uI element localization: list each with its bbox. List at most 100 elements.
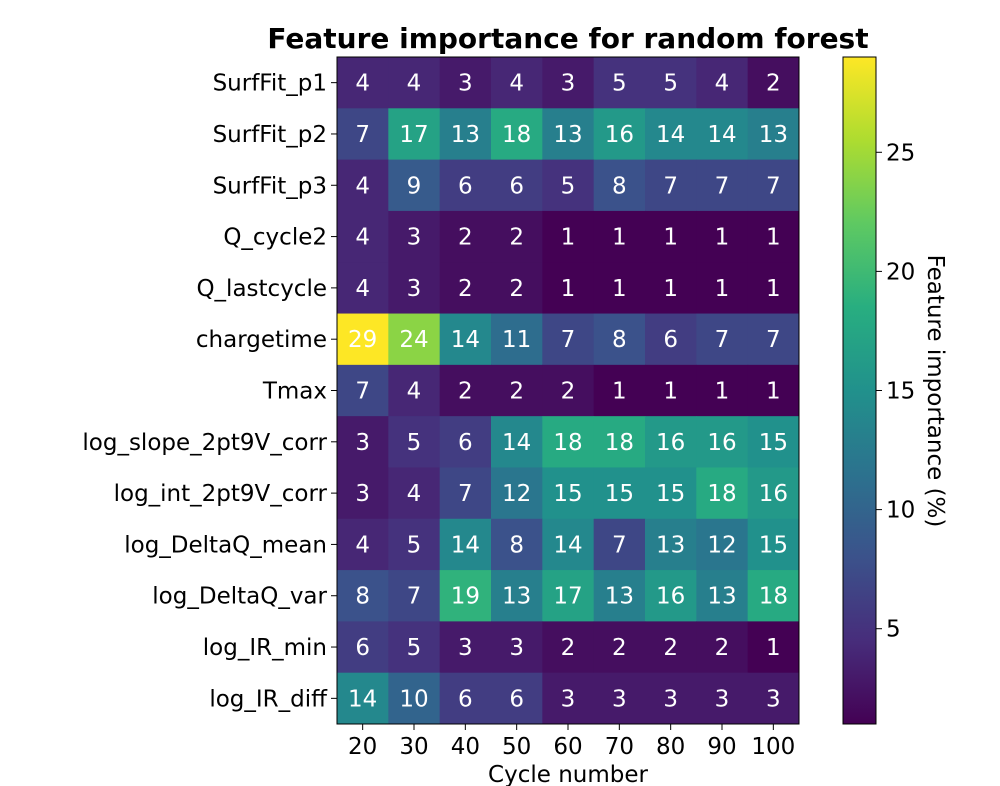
heatmap-cell (747, 57, 800, 109)
cell-value-label: 16 (656, 584, 685, 610)
heatmap-cell (337, 108, 389, 161)
cell-value-label: 3 (458, 635, 473, 661)
cell-value-label: 4 (355, 532, 370, 558)
heatmap-cell-labels: 4 4 3 4 3 5 5 4 27 17 13 18 13 16 14 14 134 9 6 6 5 8 7 7 74 3 2 2 1… (348, 71, 788, 713)
x-tick-label: 100 (751, 734, 795, 760)
cell-value-label: 15 (759, 430, 788, 456)
heatmap-cell (337, 313, 389, 366)
cell-value-label: 5 (663, 71, 678, 97)
y-tick-label: chargetime (196, 327, 327, 353)
cell-value-label: 19 (451, 584, 480, 610)
heatmap-cell (491, 57, 543, 109)
heatmap-cell (439, 570, 492, 622)
x-tick-label: 70 (605, 734, 634, 760)
cell-value-label: 12 (502, 481, 531, 507)
cell-value-label: 13 (759, 122, 788, 148)
heatmap-cell (439, 621, 492, 674)
heatmap-cell (542, 57, 595, 109)
cell-value-label: 2 (458, 276, 473, 302)
heatmap-cell (388, 518, 441, 571)
cell-value-label: 6 (509, 173, 524, 199)
cell-value-label: 5 (407, 532, 422, 558)
cell-value-label: 6 (509, 686, 524, 712)
heatmap-cell (388, 210, 441, 263)
heatmap-cell (747, 159, 800, 212)
heatmap-cell (337, 262, 389, 315)
cell-value-label: 14 (502, 430, 531, 456)
cell-value-label: 2 (612, 635, 627, 661)
heatmap-cell (542, 262, 595, 315)
cell-value-label: 1 (766, 276, 781, 302)
cell-value-label: 6 (663, 327, 678, 353)
colorbar-ticks: 5 10 15 20 25 (876, 140, 915, 643)
heatmap-cell (439, 210, 492, 263)
cell-value-label: 14 (553, 532, 582, 558)
heatmap-cell (491, 210, 543, 263)
cell-value-label: 3 (458, 71, 473, 97)
heatmap-cell (439, 262, 492, 315)
heatmap-cell (645, 159, 697, 212)
heatmap-cell (593, 621, 646, 674)
heatmap-cell (337, 364, 389, 417)
heatmap-cell (696, 108, 749, 161)
heatmap-cell (696, 416, 749, 468)
heatmap-cell (542, 313, 595, 366)
cell-value-label: 7 (407, 584, 422, 610)
cell-value-label: 7 (766, 327, 781, 353)
cell-value-label: 14 (451, 532, 480, 558)
heatmap-cell (696, 672, 749, 725)
heatmap-cell (337, 416, 389, 468)
cell-value-label: 5 (561, 173, 576, 199)
cell-value-label: 5 (407, 430, 422, 456)
heatmap-cell (542, 159, 595, 212)
heatmap-cell (593, 467, 646, 520)
cell-value-label: 17 (399, 122, 428, 148)
heatmap-cell (593, 313, 646, 366)
heatmap-cell (388, 416, 441, 468)
cell-value-label: 6 (458, 430, 473, 456)
cell-value-label: 3 (407, 276, 422, 302)
cell-value-label: 1 (715, 379, 730, 405)
cell-value-label: 4 (407, 379, 422, 405)
y-tick-label: log_IR_diff (209, 686, 328, 712)
heatmap-cell (491, 364, 543, 417)
cell-value-label: 2 (509, 379, 524, 405)
heatmap-cell (593, 364, 646, 417)
cell-value-label: 18 (605, 430, 634, 456)
heatmap-cell (593, 159, 646, 212)
cell-value-label: 1 (612, 225, 627, 251)
cell-value-label: 7 (715, 173, 730, 199)
cell-value-label: 16 (656, 430, 685, 456)
heatmap-cell (747, 262, 800, 315)
cell-value-label: 7 (715, 327, 730, 353)
cell-value-label: 3 (407, 225, 422, 251)
heatmap-cell (645, 621, 697, 674)
cell-value-label: 2 (509, 225, 524, 251)
cell-value-label: 3 (355, 481, 370, 507)
colorbar-tick-label: 15 (886, 379, 915, 405)
heatmap-cell (593, 210, 646, 263)
cell-value-label: 14 (656, 122, 685, 148)
heatmap-cell (645, 108, 697, 161)
cell-value-label: 8 (509, 532, 524, 558)
heatmap-cell (439, 467, 492, 520)
heatmap-cell (542, 108, 595, 161)
heatmap-cell (388, 57, 441, 109)
cell-value-label: 13 (553, 122, 582, 148)
heatmap-cell (593, 57, 646, 109)
cell-value-label: 1 (663, 276, 678, 302)
heatmap-cell (696, 364, 749, 417)
colorbar-tick-label: 5 (886, 617, 901, 643)
cell-value-label: 2 (509, 276, 524, 302)
cell-value-label: 4 (355, 276, 370, 302)
cell-value-label: 14 (348, 686, 377, 712)
heatmap-cell (593, 518, 646, 571)
cell-value-label: 1 (663, 379, 678, 405)
cell-value-label: 1 (663, 225, 678, 251)
cell-value-label: 8 (355, 584, 370, 610)
heatmap-cell (645, 313, 697, 366)
heatmap-cell (747, 108, 800, 161)
cell-value-label: 16 (707, 430, 736, 456)
x-axis-label: Cycle number (488, 762, 648, 786)
cell-value-label: 18 (553, 430, 582, 456)
